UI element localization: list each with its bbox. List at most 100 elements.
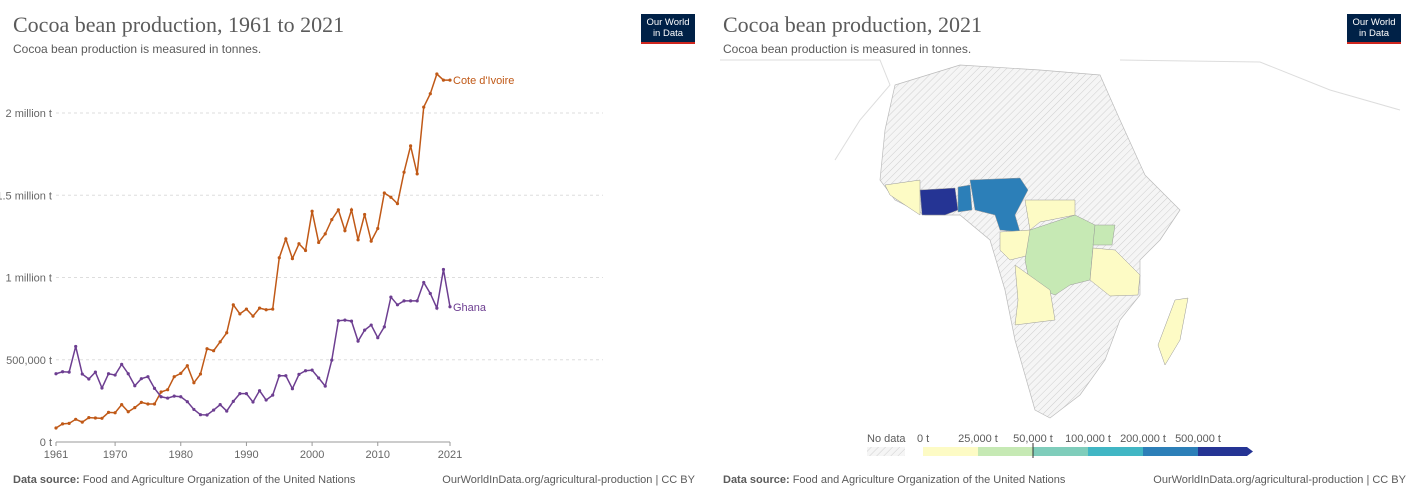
data-point [244,307,249,311]
data-point [179,371,183,376]
data-point [369,239,373,243]
data-point [317,240,321,245]
source-text: Food and Agriculture Organization of the… [82,474,356,486]
data-point [376,226,380,231]
data-point [74,344,78,349]
country-guinea-region [884,179,921,216]
data-point [231,303,235,307]
data-point [376,336,380,340]
data-point [113,373,117,377]
data-point [395,202,400,206]
data-point [113,411,117,415]
data-point [126,372,130,376]
data-point [349,208,354,212]
country-cote-divoire [919,187,959,216]
source-link[interactable]: OurWorldInData.org/agricultural-producti… [442,474,695,486]
data-point [120,403,124,407]
data-point [126,410,130,414]
data-point [356,238,360,242]
data-point [284,374,288,378]
data-point [284,237,288,241]
data-point [146,402,150,406]
y-tick-label: 1.5 million t [0,190,52,202]
data-point [422,105,426,109]
legend-bin-label: 100,000 t [1065,433,1111,445]
owid-logo[interactable]: Our World in Data [1347,14,1401,44]
data-point [349,319,354,323]
logo-line: Our World [1352,17,1396,28]
data-point [152,402,157,406]
data-point [310,368,314,372]
data-point [389,195,393,199]
data-point [212,349,216,353]
data-point [67,370,71,374]
data-point [198,372,203,376]
data-point [139,400,143,404]
data-point [290,256,294,261]
y-tick-label: 0 t [40,437,52,449]
series-label: Cote d'Ivoire [453,75,514,87]
x-tick-label: 1980 [169,449,193,461]
chart-subtitle: Cocoa bean production is measured in ton… [13,42,262,56]
data-point [159,390,163,394]
data-point [428,92,432,96]
x-tick-label: 1990 [234,449,258,461]
data-point [225,409,229,413]
source-link[interactable]: OurWorldInData.org/agricultural-producti… [1153,474,1406,486]
data-point [271,393,275,397]
legend-bin-label: 500,000 t [1175,433,1221,445]
logo-line: Our World [646,17,690,28]
choropleth-map: No data 0 t 25,000 t 50,000 t 100,000 t 200,… [720,59,1401,458]
legend-bin [1143,447,1198,456]
data-point [382,191,386,195]
data-point [422,280,426,285]
data-point [441,78,446,82]
data-point [369,323,373,327]
data-point [238,312,242,316]
data-point [60,422,65,426]
data-point [336,208,340,212]
data-point [297,372,301,376]
data-point [159,395,163,399]
owid-logo[interactable]: Our World in Data [641,14,695,44]
data-point [264,308,268,312]
country-drc [1024,214,1096,296]
legend-bin-label: 0 t [917,433,929,445]
source-label: Data source: [13,474,80,486]
data-point [106,410,111,414]
data-point [166,396,170,400]
data-point [343,318,347,322]
data-point [257,389,262,393]
legend-bin [1033,447,1088,456]
data-point [60,370,65,374]
data-point [212,408,216,412]
country-angola [1014,264,1056,326]
data-point [264,398,268,402]
data-point [251,400,255,404]
data-point [133,406,137,410]
data-point [356,339,360,343]
data-point [93,416,97,420]
country-madagascar [1157,297,1189,366]
data-point [277,374,281,378]
data-point [336,319,340,323]
y-tick-label: 1 million t [6,273,52,285]
data-point [205,347,209,351]
map-title: Cocoa bean production, 2021 [723,12,983,37]
data-point [448,78,452,82]
source-text: Food and Agriculture Organization of the… [792,474,1066,486]
line-chart: 0 t 500,000 t 1 million t 1.5 million t 2 mi… [0,72,603,461]
legend-bin-label: 200,000 t [1120,433,1166,445]
data-point [448,305,452,309]
data-point [152,386,157,390]
data-point [363,328,367,332]
data-point [244,392,249,396]
logo-line: in Data [1358,28,1390,39]
data-point [402,170,406,174]
data-point [179,395,183,399]
data-point [205,413,209,417]
legend-no-data-swatch [867,447,905,456]
data-point [409,144,413,148]
data-point [185,364,189,368]
data-point [54,372,58,376]
